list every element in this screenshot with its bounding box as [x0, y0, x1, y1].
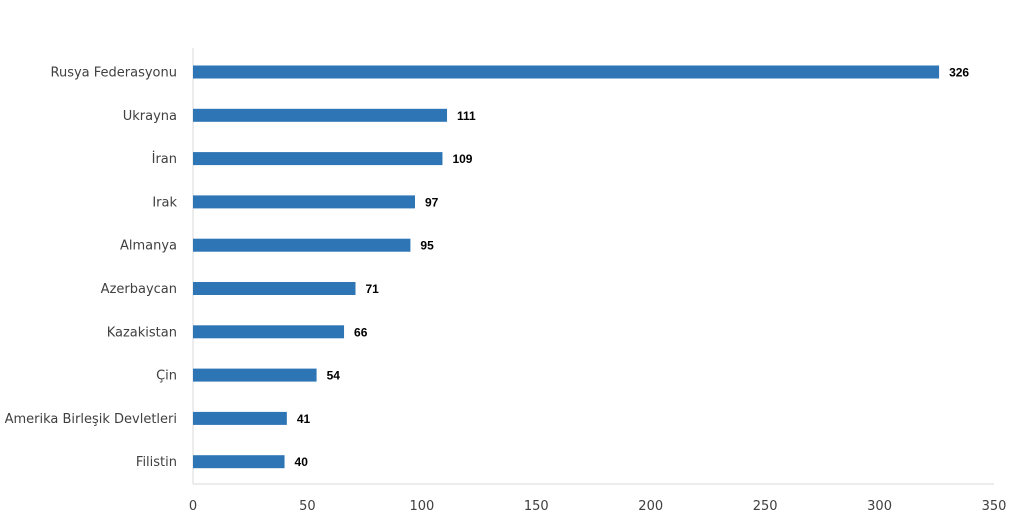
- bars: [193, 65, 940, 469]
- bar: [193, 325, 345, 339]
- category-label: Amerika Birleşik Devletleri: [5, 412, 177, 427]
- data-label: 66: [354, 325, 368, 339]
- bar: [193, 411, 287, 425]
- x-tick-label: 50: [299, 499, 316, 514]
- data-label: 95: [420, 239, 434, 253]
- data-label: 41: [297, 412, 311, 426]
- category-label: Filistin: [136, 455, 177, 470]
- data-label: 71: [365, 282, 379, 296]
- bar: [193, 152, 443, 166]
- bar: [193, 455, 285, 469]
- x-tick-label: 150: [524, 499, 549, 514]
- category-label: Irak: [152, 195, 177, 210]
- bar: [193, 195, 415, 209]
- category-label: İran: [152, 151, 177, 167]
- category-label: Ukrayna: [123, 109, 177, 124]
- data-label: 326: [949, 66, 969, 80]
- labels: Rusya Federasyonu 326 Ukrayna 111 İran 109 Ira…: [5, 66, 970, 471]
- category-label: Rusya Federasyonu: [51, 66, 177, 81]
- x-tick-label: 0: [189, 499, 197, 514]
- x-tick-label: 200: [638, 499, 663, 514]
- data-label: 54: [327, 369, 341, 383]
- data-label: 109: [452, 152, 472, 166]
- category-label: Çin: [156, 369, 177, 384]
- category-label: Azerbaycan: [101, 282, 177, 297]
- x-tick-label: 350: [982, 499, 1007, 514]
- bar: [193, 282, 356, 295]
- bar: [193, 368, 317, 382]
- data-label: 97: [425, 195, 439, 209]
- bar: [193, 238, 411, 252]
- data-label: 40: [295, 455, 309, 469]
- category-label: Kazakistan: [107, 325, 177, 340]
- bar: [193, 65, 940, 79]
- x-tick-label: 100: [409, 499, 434, 514]
- x-tick-label: 300: [867, 499, 892, 514]
- x-tick-label: 250: [753, 499, 778, 514]
- category-label: Almanya: [120, 239, 177, 254]
- data-label: 111: [457, 109, 476, 123]
- bar: [193, 108, 448, 122]
- axes: 0 50 100 150 200 250 300 350: [189, 48, 1007, 514]
